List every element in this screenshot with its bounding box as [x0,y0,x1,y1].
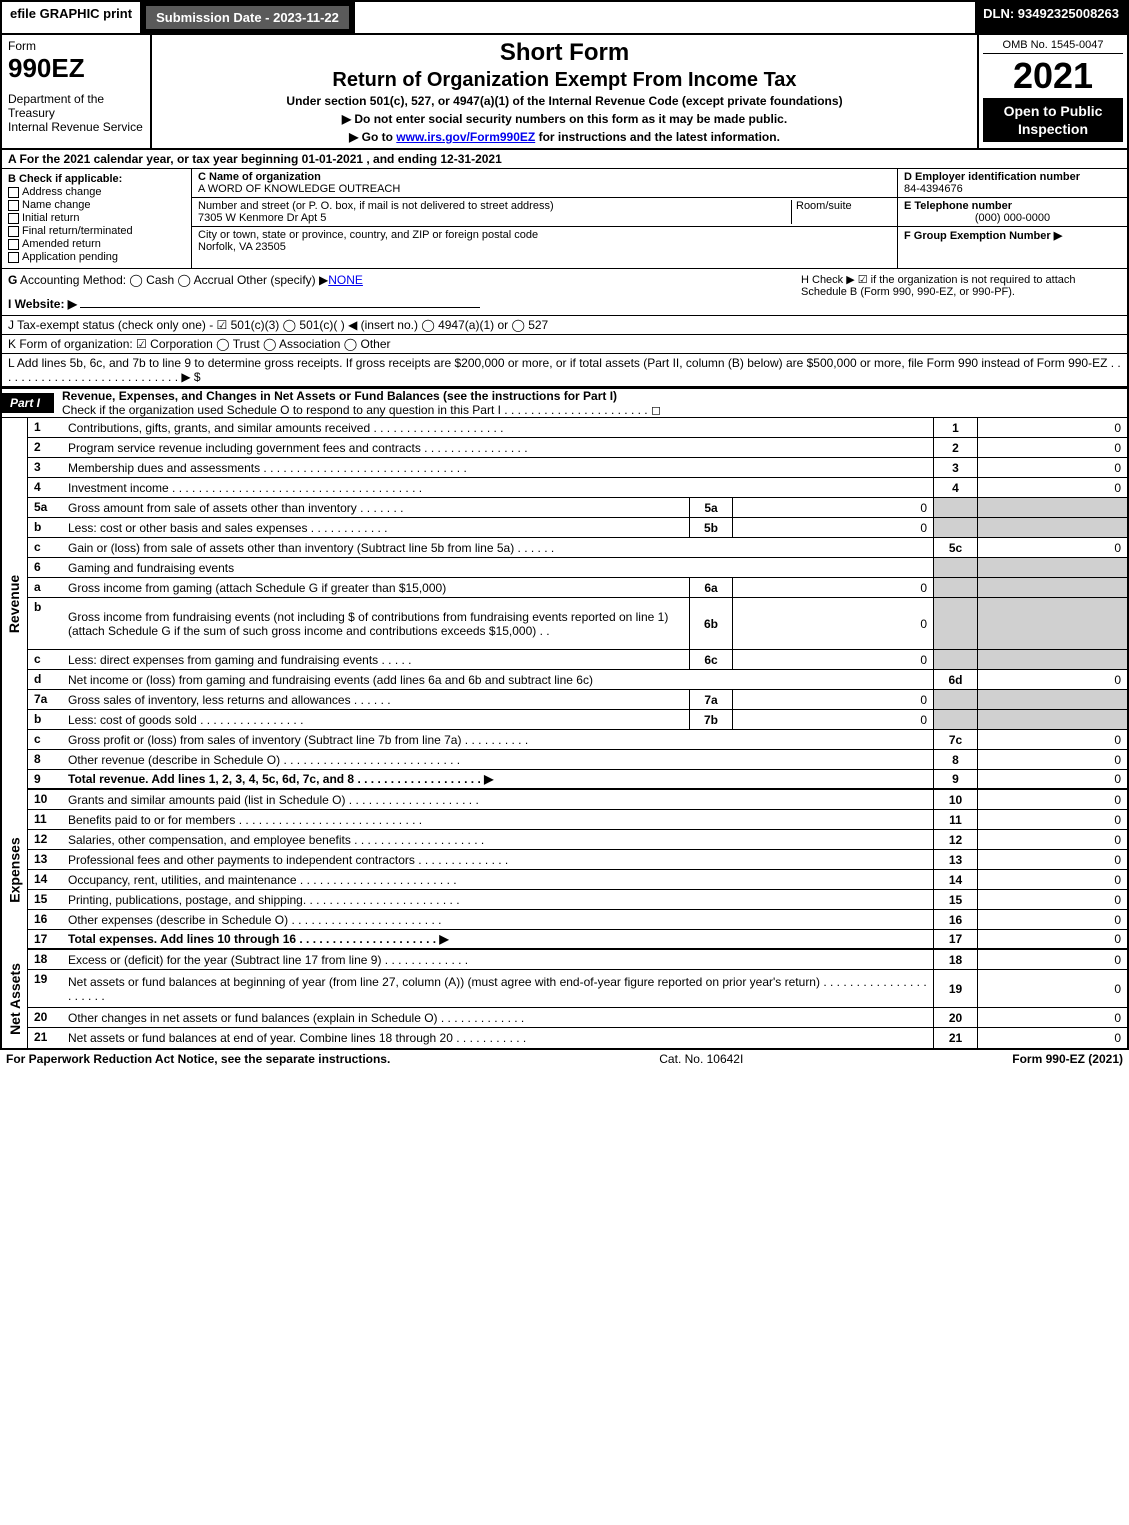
website-label: I Website: ▶ [8,297,77,311]
line-13: 13Professional fees and other payments t… [28,850,1127,870]
chk-application-pending[interactable]: Application pending [8,251,185,263]
org-name: A WORD OF KNOWLEDGE OUTREACH [198,183,400,195]
page-footer: For Paperwork Reduction Act Notice, see … [0,1050,1129,1068]
col-cd: C Name of organization A WORD OF KNOWLED… [192,169,1127,268]
form-subtitle: Under section 501(c), 527, or 4947(a)(1)… [156,94,973,108]
addr-value: 7305 W Kenmore Dr Apt 5 [198,212,326,224]
side-label-net-assets: Net Assets [2,950,28,1048]
side-label-revenue: Revenue [2,418,28,790]
line-6b: bGross income from fundraising events (n… [28,598,1127,650]
tel-label: E Telephone number [904,200,1012,212]
header-left: Form 990EZ Department of the Treasury In… [2,35,152,148]
line-7b: bLess: cost of goods sold . . . . . . . … [28,710,1127,730]
part-i-title: Revenue, Expenses, and Changes in Net As… [62,389,617,403]
side-label-expenses: Expenses [2,790,28,950]
part-i-tag: Part I [2,393,54,413]
line-5c: cGain or (loss) from sale of assets othe… [28,538,1127,558]
line-3: 3Membership dues and assessments . . . .… [28,458,1127,478]
org-name-label: C Name of organization [198,171,321,183]
form-word: Form [8,39,144,53]
addr-label: Number and street (or P. O. box, if mail… [198,200,554,212]
part-i-header: Part I Revenue, Expenses, and Changes in… [2,387,1127,418]
net-assets-section: Net Assets 18Excess or (deficit) for the… [2,950,1127,1048]
line-8: 8Other revenue (describe in Schedule O) … [28,750,1127,770]
topbar-spacer [355,2,975,33]
col-b-checkboxes: B Check if applicable: Address change Na… [2,169,192,268]
line-7c: cGross profit or (loss) from sales of in… [28,730,1127,750]
chk-initial-return[interactable]: Initial return [8,212,185,224]
room-label: Room/suite [796,200,852,212]
chk-final-return[interactable]: Final return/terminated [8,225,185,237]
row-j-tax-exempt: J Tax-exempt status (check only one) - ☑… [2,316,1127,335]
chk-amended-return[interactable]: Amended return [8,238,185,250]
part-i-check: Check if the organization used Schedule … [62,403,661,417]
form-title: Return of Organization Exempt From Incom… [156,69,973,92]
col-c-org-info: C Name of organization A WORD OF KNOWLED… [192,169,897,268]
submission-date: Submission Date - 2023-11-22 [144,4,351,31]
line-18: 18Excess or (deficit) for the year (Subt… [28,950,1127,970]
line-15: 15Printing, publications, postage, and s… [28,890,1127,910]
chk-name-change[interactable]: Name change [8,199,185,211]
line-6a: aGross income from gaming (attach Schedu… [28,578,1127,598]
row-a-tax-year: A For the 2021 calendar year, or tax yea… [2,150,1127,169]
topbar: efile GRAPHIC print Submission Date - 20… [2,2,1127,35]
expenses-section: Expenses 10Grants and similar amounts pa… [2,790,1127,950]
form-990ez: efile GRAPHIC print Submission Date - 20… [0,0,1129,1050]
line-10: 10Grants and similar amounts paid (list … [28,790,1127,810]
col-b-title: B Check if applicable: [8,173,122,185]
form-note-ssn: ▶ Do not enter social security numbers o… [156,112,973,126]
ein-label: D Employer identification number [904,171,1080,183]
row-gh: G Accounting Method: ◯ Cash ◯ Accrual Ot… [2,269,1127,316]
row-k-org-form: K Form of organization: ☑ Corporation ◯ … [2,335,1127,354]
dln-number: DLN: 93492325008263 [975,2,1127,33]
footer-right: Form 990-EZ (2021) [1012,1052,1123,1066]
line-5b: bLess: cost or other basis and sales exp… [28,518,1127,538]
chk-address-change[interactable]: Address change [8,186,185,198]
line-16: 16Other expenses (describe in Schedule O… [28,910,1127,930]
line-17: 17Total expenses. Add lines 10 through 1… [28,930,1127,950]
open-to-public: Open to Public Inspection [983,98,1123,142]
line-7a: 7aGross sales of inventory, less returns… [28,690,1127,710]
line-6c-less: cLess: direct expenses from gaming and f… [28,650,1127,670]
line-21: 21Net assets or fund balances at end of … [28,1028,1127,1048]
accounting-none-link[interactable]: NONE [328,273,363,287]
line-6d: dNet income or (loss) from gaming and fu… [28,670,1127,690]
omb-number: OMB No. 1545-0047 [983,39,1123,54]
line-20: 20Other changes in net assets or fund ba… [28,1008,1127,1028]
line-11: 11Benefits paid to or for members . . . … [28,810,1127,830]
tel-value: (000) 000-0000 [904,212,1121,224]
row-l-gross-receipts: L Add lines 5b, 6c, and 7b to line 9 to … [2,354,1127,387]
dept-treasury: Department of the Treasury [8,92,144,120]
city-label: City or town, state or province, country… [198,229,538,241]
row-h-schedule-b: H Check ▶ ☑ if the organization is not r… [801,273,1121,311]
header-middle: Short Form Return of Organization Exempt… [152,35,977,148]
ein-value: 84-4394676 [904,183,963,195]
line-14: 14Occupancy, rent, utilities, and mainte… [28,870,1127,890]
form-note-link: ▶ Go to www.irs.gov/Form990EZ for instru… [156,130,973,144]
city-value: Norfolk, VA 23505 [198,241,286,253]
line-12: 12Salaries, other compensation, and empl… [28,830,1127,850]
line-1: 1Contributions, gifts, grants, and simil… [28,418,1127,438]
section-bcd: B Check if applicable: Address change Na… [2,169,1127,269]
line-2: 2Program service revenue including gover… [28,438,1127,458]
group-exemption-label: F Group Exemption Number ▶ [904,230,1062,242]
line-9: 9Total revenue. Add lines 1, 2, 3, 4, 5c… [28,770,1127,790]
line-19: 19Net assets or fund balances at beginni… [28,970,1127,1008]
footer-left: For Paperwork Reduction Act Notice, see … [6,1052,390,1066]
revenue-section: Revenue 1Contributions, gifts, grants, a… [2,418,1127,790]
form-header: Form 990EZ Department of the Treasury In… [2,35,1127,150]
line-6: 6Gaming and fundraising events [28,558,1127,578]
short-form-title: Short Form [156,39,973,67]
header-right: OMB No. 1545-0047 2021 Open to Public In… [977,35,1127,148]
line-5a: 5aGross amount from sale of assets other… [28,498,1127,518]
irs-link[interactable]: www.irs.gov/Form990EZ [396,130,535,144]
form-number: 990EZ [8,53,144,84]
efile-print-label: efile GRAPHIC print [2,2,140,33]
col-d-ids: D Employer identification number 84-4394… [897,169,1127,268]
tax-year: 2021 [983,58,1123,94]
irs-label: Internal Revenue Service [8,120,144,134]
footer-cat-no: Cat. No. 10642I [390,1052,1012,1066]
line-4: 4Investment income . . . . . . . . . . .… [28,478,1127,498]
